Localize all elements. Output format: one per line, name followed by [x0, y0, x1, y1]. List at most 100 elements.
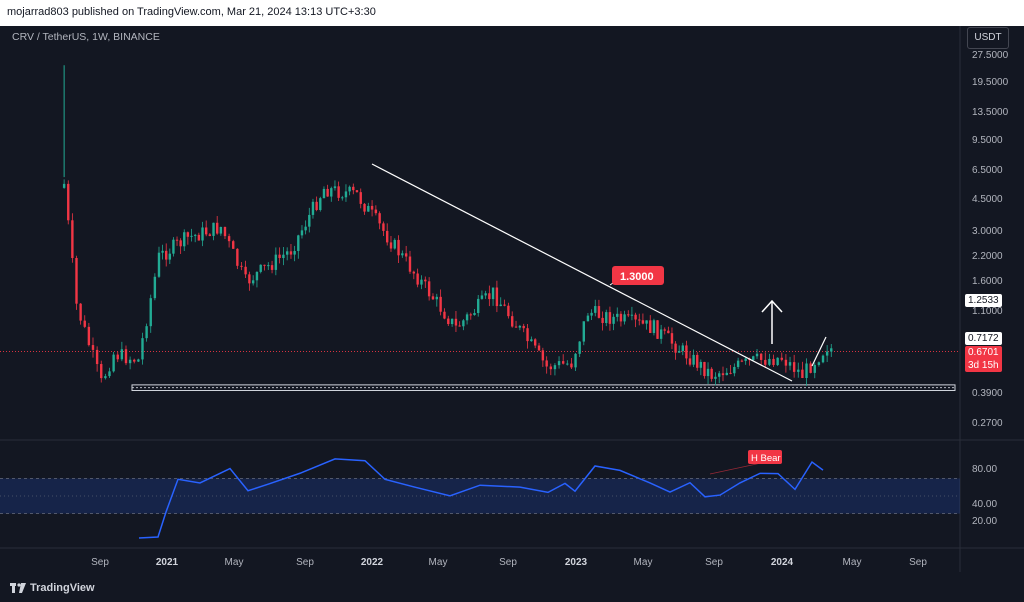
candle: [491, 287, 495, 300]
candle: [420, 279, 423, 285]
candle: [259, 264, 262, 272]
candle: [454, 318, 458, 326]
candle: [817, 362, 821, 365]
candle: [330, 188, 333, 197]
candle: [293, 250, 296, 255]
candle: [692, 354, 695, 365]
candle: [382, 223, 385, 231]
candle: [736, 360, 740, 367]
candle: [386, 230, 389, 243]
candle: [108, 371, 111, 377]
candle: [161, 250, 164, 253]
candle: [825, 351, 829, 356]
candle: [389, 242, 393, 249]
candle: [788, 362, 792, 366]
candle: [590, 312, 593, 316]
candle: [630, 314, 634, 316]
last-price-tag: 0.6701: [965, 346, 1002, 359]
brand-name[interactable]: TradingView: [30, 582, 95, 594]
candle: [116, 354, 119, 360]
candle: [752, 356, 755, 361]
candle: [714, 376, 717, 379]
candle: [570, 363, 573, 368]
time-tick: May: [224, 557, 244, 568]
candle: [311, 201, 315, 215]
candle: [721, 373, 725, 376]
candle: [62, 183, 66, 188]
candle: [744, 358, 747, 361]
candle: [201, 227, 204, 241]
candle: [699, 361, 703, 368]
candle: [480, 295, 484, 299]
price-tick: 0.2700: [972, 417, 1003, 429]
tradingview-logo-icon: [10, 583, 26, 593]
candle: [764, 359, 767, 365]
candle: [204, 227, 208, 235]
candle: [634, 314, 637, 320]
candle: [649, 320, 652, 333]
candle: [488, 293, 491, 300]
prev-price-tag: 0.7172: [965, 332, 1002, 345]
time-tick: Sep: [296, 557, 314, 568]
candle: [322, 188, 326, 199]
candle: [363, 203, 366, 212]
candle: [458, 325, 461, 327]
candle: [153, 276, 157, 299]
rsi-line: [138, 458, 824, 539]
candle: [416, 273, 419, 285]
time-tick: Sep: [499, 557, 517, 568]
price-tick: 19.5000: [972, 77, 1009, 89]
candle: [248, 274, 251, 284]
candle: [663, 329, 666, 331]
symbol-title[interactable]: CRV / TetherUS, 1W, BINANCE: [12, 31, 160, 43]
candle: [652, 320, 656, 333]
candle: [484, 293, 487, 296]
up-arrow-head: [761, 299, 783, 313]
candle: [149, 298, 152, 327]
candle: [404, 253, 408, 257]
candle: [289, 251, 293, 255]
candle: [514, 326, 518, 328]
resistance-price-tag: 1.2533: [965, 294, 1002, 307]
currency-button[interactable]: USDT: [967, 27, 1009, 49]
candle: [801, 369, 804, 379]
candle: [594, 306, 597, 313]
candle: [374, 209, 378, 214]
candle: [659, 329, 663, 339]
candle: [561, 361, 565, 364]
candle: [297, 235, 300, 251]
candle: [784, 359, 788, 366]
candle: [240, 265, 243, 267]
candle: [597, 306, 601, 318]
price-tick: 1.1000: [972, 306, 1003, 318]
candle: [740, 360, 744, 362]
candle: [412, 271, 416, 274]
candle: [100, 364, 103, 379]
candle: [95, 349, 99, 365]
price-tick: 3.0000: [972, 226, 1003, 238]
candle: [645, 320, 648, 324]
candle: [537, 345, 541, 351]
candle: [566, 363, 569, 365]
countdown-tag: 3d 15h: [965, 359, 1002, 372]
time-tick: 2023: [564, 557, 588, 568]
candle: [518, 325, 522, 328]
candle: [183, 232, 186, 247]
candle: [768, 358, 771, 365]
candle: [278, 254, 281, 259]
candle: [619, 313, 623, 322]
candle: [447, 318, 450, 325]
price-tick: 1.6000: [972, 276, 1003, 288]
price-tick: 9.5000: [972, 134, 1003, 146]
time-tick: 2022: [360, 557, 384, 568]
time-tick: Sep: [91, 557, 109, 568]
candle: [300, 230, 304, 236]
price-tick: 4.5000: [972, 193, 1003, 205]
candle: [263, 264, 266, 266]
candle: [830, 348, 833, 352]
candle: [112, 354, 115, 372]
candle: [443, 311, 446, 319]
candle: [813, 364, 816, 373]
candle: [267, 265, 270, 267]
